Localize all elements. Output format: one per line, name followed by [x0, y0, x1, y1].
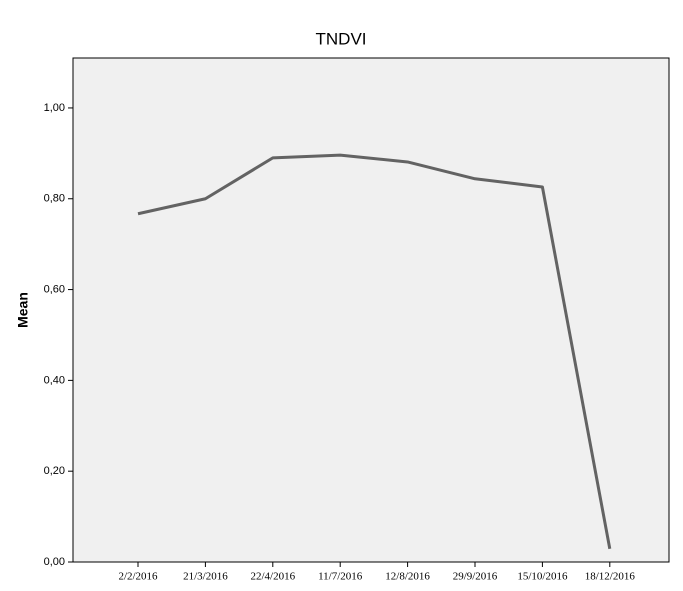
y-axis-label: Mean: [15, 292, 31, 328]
y-tick-label: 0,40: [44, 374, 65, 386]
y-tick-label: 1,00: [44, 102, 65, 114]
y-tick-label: 0,80: [44, 193, 65, 205]
y-tick-label: 0,00: [44, 556, 65, 568]
y-tick-label: 0,20: [44, 465, 65, 477]
x-tick-label: 15/10/2016: [517, 571, 568, 583]
x-tick-label: 29/9/2016: [453, 571, 498, 583]
plot-area: [72, 57, 670, 563]
x-tick-label: 21/3/2016: [183, 571, 228, 583]
x-tick-label: 12/8/2016: [385, 571, 430, 583]
x-tick-label: 18/12/2016: [585, 571, 636, 583]
x-tick-label: 22/4/2016: [250, 571, 295, 583]
x-tick-label: 11/7/2016: [318, 571, 363, 583]
y-tick-label: 0,60: [44, 283, 65, 295]
chart-title: TNDVI: [316, 29, 367, 48]
x-tick-label: 2/2/2016: [118, 571, 158, 583]
data-line: [137, 153, 612, 550]
